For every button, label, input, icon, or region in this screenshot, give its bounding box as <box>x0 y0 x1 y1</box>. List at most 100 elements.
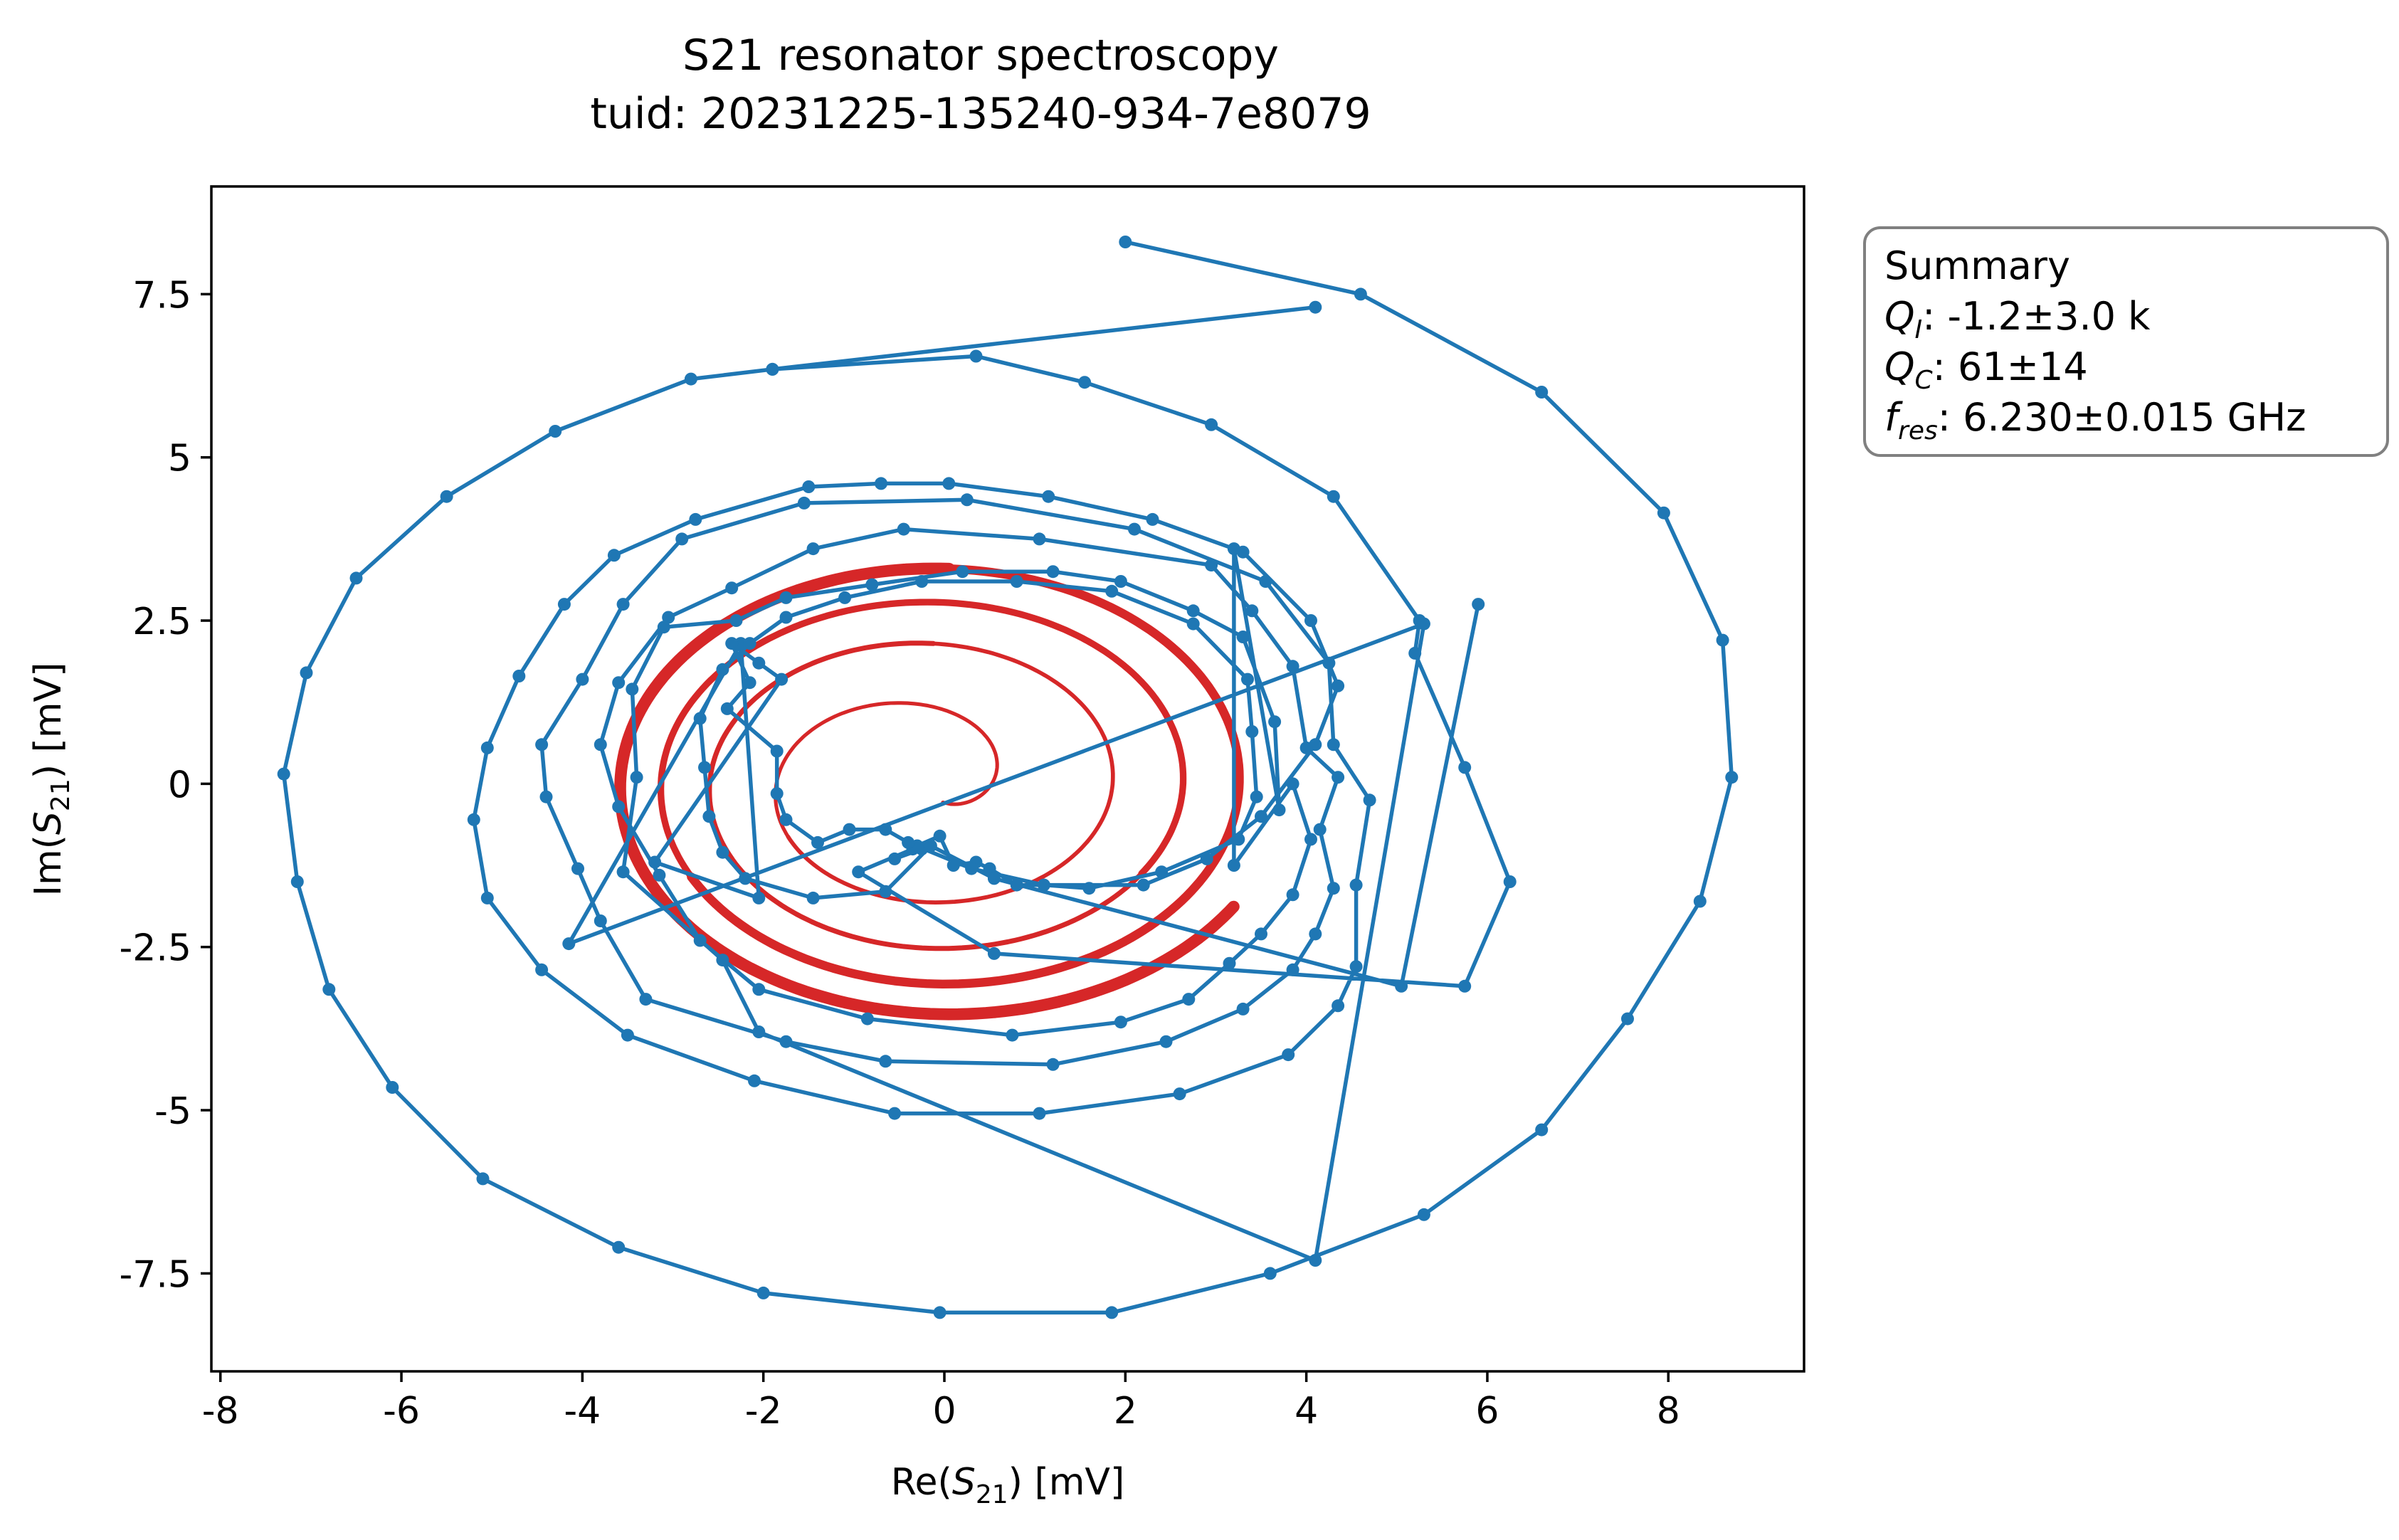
data-point <box>843 823 856 836</box>
data-point <box>987 872 1001 885</box>
chart-title-line-1: S21 resonator spectroscopy <box>682 31 1279 80</box>
data-point <box>875 477 887 490</box>
data-point <box>960 493 974 507</box>
data-point <box>653 868 666 882</box>
fit-curve-segment <box>786 641 1115 905</box>
x-axis-label-sub: 21 <box>976 1480 1008 1509</box>
data-point <box>1309 300 1322 314</box>
data-point <box>607 549 621 562</box>
data-point <box>775 673 789 686</box>
data-point <box>594 738 607 751</box>
data-point <box>1173 1087 1186 1101</box>
summary-line-qi: QI: -1.2±3.0 k <box>1884 294 2151 344</box>
data-point <box>480 741 494 754</box>
data-point <box>300 666 313 680</box>
data-point <box>1223 956 1236 970</box>
data-point <box>1078 376 1092 389</box>
data-point <box>1250 790 1263 803</box>
fit-curve-segment <box>614 562 1240 1020</box>
data-point <box>1272 803 1286 817</box>
data-point <box>616 598 630 611</box>
data-point <box>752 983 766 996</box>
data-point <box>1255 927 1267 941</box>
data-point <box>1725 771 1739 784</box>
data-point <box>1286 777 1299 791</box>
data-point <box>965 862 979 875</box>
data-point <box>1716 633 1729 647</box>
summary-qi-value: : -1.2±3.0 k <box>1922 294 2151 339</box>
data-point <box>1146 512 1159 526</box>
data-point <box>1349 960 1363 974</box>
data-point <box>779 591 793 604</box>
data-point <box>806 542 820 556</box>
x-axis-ticks: -8 -6 -4 -2 0 2 4 6 8 <box>202 1371 1680 1433</box>
data-point <box>770 787 784 801</box>
data-point <box>743 676 756 690</box>
data-point <box>440 490 453 503</box>
data-point <box>748 1074 761 1087</box>
fit-curve-group <box>614 562 1244 1020</box>
data-point <box>1114 575 1127 588</box>
y-tick-label: -2.5 <box>120 927 191 970</box>
data-point <box>716 663 729 676</box>
data-point <box>924 839 937 853</box>
data-point <box>594 914 607 927</box>
fit-curve-segment <box>774 701 999 838</box>
fit-curve-segment <box>707 640 1144 951</box>
data-point <box>1286 963 1299 976</box>
data-point <box>983 862 996 875</box>
data-point <box>725 581 739 595</box>
x-axis-label-var: S <box>952 1461 976 1504</box>
data-point <box>1458 979 1472 993</box>
y-axis-ticks: -7.5 -5 -2.5 0 2.5 5 7.5 <box>120 274 211 1296</box>
data-point <box>689 512 702 526</box>
summary-qc-var: Q <box>1884 344 1915 389</box>
data-point <box>1205 559 1218 572</box>
data-point <box>1322 656 1336 670</box>
y-tick-label: -5 <box>154 1090 191 1133</box>
data-point <box>612 676 626 690</box>
data-point <box>539 790 553 803</box>
data-point <box>752 891 766 905</box>
data-point <box>942 477 956 490</box>
data-point <box>933 1306 947 1319</box>
data-point <box>277 767 290 781</box>
data-point <box>779 813 793 826</box>
data-point <box>657 621 670 634</box>
x-tick-label: -6 <box>383 1390 420 1433</box>
data-point <box>743 637 756 650</box>
data-point <box>1408 646 1422 660</box>
data-point <box>639 993 653 1006</box>
data-point <box>1241 673 1254 686</box>
data-point <box>1128 522 1141 536</box>
data-point <box>702 810 716 823</box>
data-point <box>933 829 947 843</box>
data-point <box>1417 1208 1430 1221</box>
data-point <box>626 682 639 696</box>
x-tick-label: 0 <box>932 1390 956 1433</box>
data-point <box>1332 999 1345 1013</box>
fit-curve-segment <box>687 564 1244 988</box>
data-point <box>729 614 743 627</box>
data-point <box>1332 771 1345 784</box>
data-point <box>888 1107 902 1120</box>
data-point <box>1657 506 1670 520</box>
data-point <box>1304 614 1317 627</box>
data-point <box>1259 575 1272 588</box>
data-point <box>684 372 697 386</box>
x-axis-label-prefix: Re( <box>891 1461 952 1504</box>
data-point <box>1119 236 1132 248</box>
data-point <box>969 349 983 363</box>
data-point <box>1349 878 1363 892</box>
data-point <box>1236 1002 1250 1016</box>
data-point <box>612 800 626 813</box>
data-point <box>739 872 752 885</box>
x-axis-label: Re(S21) [mV] <box>891 1461 1125 1509</box>
data-point <box>779 611 793 624</box>
y-tick-label: 7.5 <box>132 274 191 317</box>
data-point <box>716 954 729 967</box>
data-point <box>476 1172 490 1186</box>
data-point <box>322 983 336 996</box>
data-point <box>1535 386 1549 399</box>
